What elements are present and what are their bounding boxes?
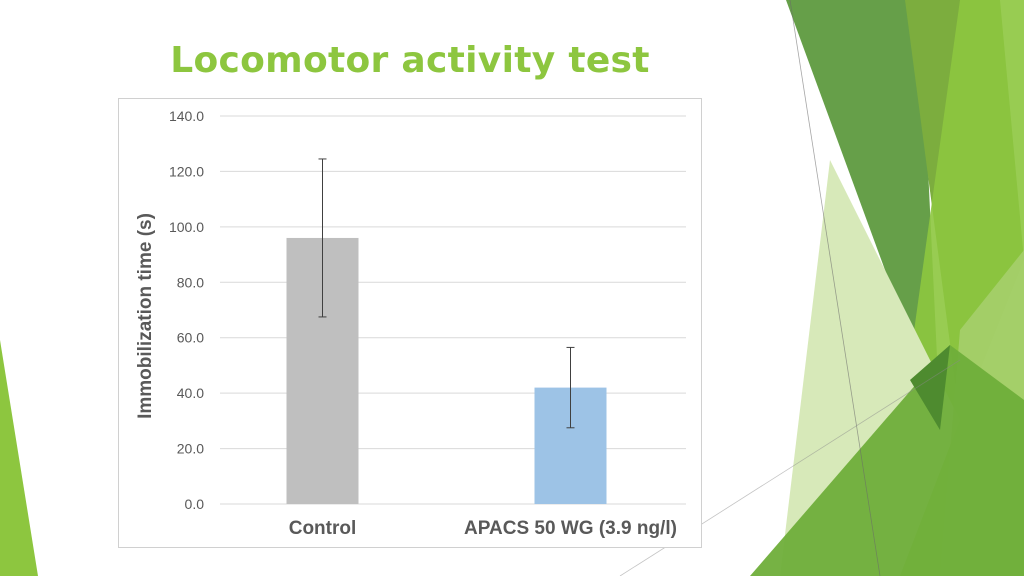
error-bars	[318, 158, 575, 429]
bars	[286, 237, 607, 504]
y-tick-label: 140.0	[169, 108, 204, 124]
error-bar	[566, 346, 575, 429]
category-label: Control	[289, 518, 357, 539]
bar-chart: 0.0 20.0 40.0 60.0 80.0 100.0 120.0 140.0 Contr…	[135, 108, 686, 539]
y-tick-label: 20.0	[177, 441, 204, 457]
y-tick-label: 80.0	[177, 274, 204, 290]
right-accent-dark-shape	[910, 345, 950, 430]
y-axis-title: Immobilization time (s)	[135, 213, 156, 419]
left-green-sliver	[0, 340, 38, 576]
y-tick-label: 0.0	[185, 496, 205, 512]
right-bottom-green-shape	[750, 345, 1024, 576]
y-tick-label: 120.0	[169, 163, 204, 179]
y-tick-label: 100.0	[169, 219, 204, 235]
y-tick-label: 60.0	[177, 330, 204, 346]
deco-thin-line-1	[789, 0, 881, 576]
y-tick-label: 40.0	[177, 385, 204, 401]
category-label: APACS 50 WG (3.9 ng/l)	[464, 518, 677, 539]
error-bar	[318, 158, 327, 318]
category-labels: Control APACS 50 WG (3.9 ng/l)	[289, 518, 677, 539]
y-tick-labels: 0.0 20.0 40.0 60.0 80.0 100.0 120.0 140.0	[169, 108, 204, 512]
slide-title: Locomotor activity test	[170, 40, 650, 81]
